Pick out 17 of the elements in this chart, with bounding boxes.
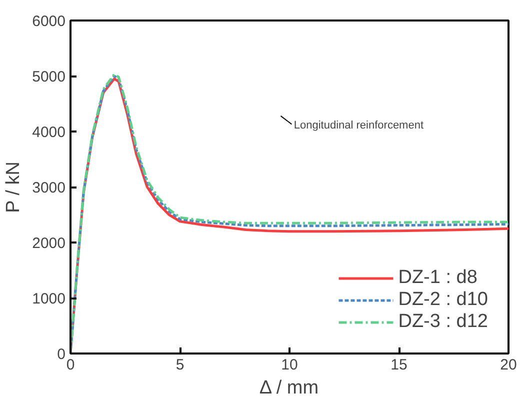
- x-tick-label: 20: [500, 356, 517, 374]
- y-tick-label: 1000: [32, 290, 66, 308]
- legend-label: DZ-3 : d12: [398, 311, 488, 333]
- y-tick-label: 3000: [32, 180, 66, 196]
- legend-label: DZ-2 : d10: [398, 289, 488, 311]
- legend-label: DZ-1 : d8: [398, 267, 478, 289]
- y-tick-label: 5000: [32, 68, 66, 86]
- y-tick-label: 4000: [32, 124, 66, 141]
- x-tick-label: 15: [390, 356, 408, 374]
- y-tick-label: 2000: [32, 235, 66, 252]
- x-tick-label: 10: [281, 356, 298, 374]
- y-tick-label: 0: [57, 346, 66, 363]
- x-tick-label: 5: [176, 356, 184, 374]
- y-axis-title: P / kN: [3, 161, 24, 213]
- x-axis-title: Δ / mm: [259, 378, 319, 398]
- annotation: Longitudinal reinforcement: [294, 120, 424, 132]
- y-tick-label: 6000: [32, 13, 66, 30]
